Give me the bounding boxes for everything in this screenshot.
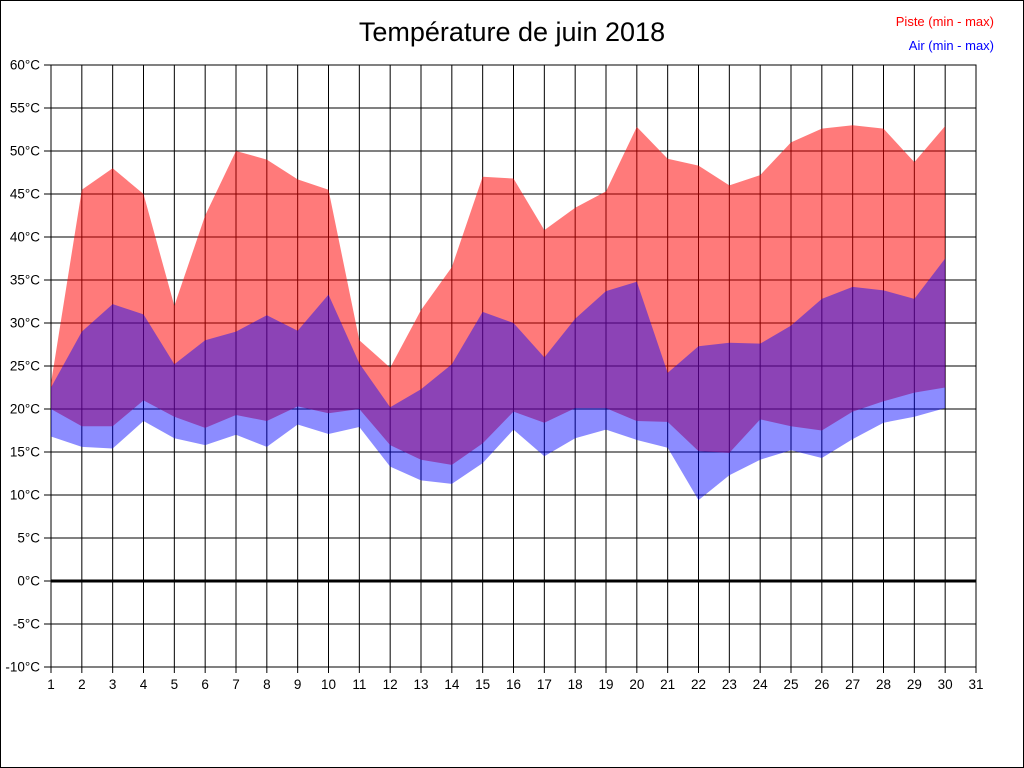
x-axis-labels: 1 2 3 4 5 6 7 8 9 10 11 12 13 14 15 16 17 18 19 20 21 22 23 24 2… [47,667,984,692]
svg-text:24: 24 [753,677,769,692]
svg-text:3: 3 [109,677,117,692]
svg-text:20: 20 [629,677,644,692]
svg-text:10°C: 10°C [10,488,40,503]
air-minmax-area [51,258,946,501]
svg-text:15°C: 15°C [10,445,40,460]
svg-text:2: 2 [78,677,86,692]
svg-text:17: 17 [537,677,552,692]
svg-text:10: 10 [321,677,336,692]
svg-text:13: 13 [413,677,428,692]
svg-text:4: 4 [140,677,148,692]
svg-text:28: 28 [876,677,891,692]
svg-text:6: 6 [201,677,209,692]
svg-text:29: 29 [907,677,922,692]
piste-minmax-area [51,125,946,465]
svg-text:30°C: 30°C [10,316,40,331]
svg-text:7: 7 [232,677,240,692]
svg-text:27: 27 [845,677,860,692]
legend: Piste (min - max) Air (min - max) [896,10,994,58]
chart-title: Température de juin 2018 [358,17,666,47]
svg-text:18: 18 [568,677,583,692]
svg-text:1: 1 [47,677,55,692]
y-axis-labels: 60°C 55°C 50°C 45°C 40°C 35°C 30°C 25°C 20°C 15°C… [5,58,51,675]
legend-item-piste: Piste (min - max) [895,14,994,29]
svg-text:40°C: 40°C [10,230,40,245]
svg-text:21: 21 [660,677,675,692]
svg-text:23: 23 [722,677,737,692]
svg-text:19: 19 [598,677,613,692]
svg-text:-5°C: -5°C [13,617,40,632]
svg-text:31: 31 [968,677,983,692]
svg-text:0°C: 0°C [17,574,40,589]
svg-text:25°C: 25°C [10,359,40,374]
svg-text:55°C: 55°C [10,101,40,116]
svg-text:25: 25 [783,677,798,692]
svg-text:22: 22 [691,677,706,692]
svg-text:11: 11 [352,677,366,692]
svg-text:50°C: 50°C [10,144,40,159]
svg-text:26: 26 [814,677,829,692]
svg-text:12: 12 [383,677,398,692]
svg-text:60°C: 60°C [10,58,40,73]
svg-text:35°C: 35°C [10,273,40,288]
svg-text:45°C: 45°C [10,187,40,202]
svg-text:8: 8 [263,677,271,692]
svg-text:14: 14 [444,677,460,692]
svg-text:9: 9 [294,677,302,692]
svg-text:20°C: 20°C [10,402,40,417]
svg-text:16: 16 [506,677,521,692]
svg-text:30: 30 [938,677,953,692]
legend-item-air: Air (min - max) [908,38,994,53]
svg-text:15: 15 [475,677,490,692]
svg-text:-10°C: -10°C [5,660,40,675]
svg-text:5°C: 5°C [17,531,40,546]
svg-text:5: 5 [171,677,179,692]
